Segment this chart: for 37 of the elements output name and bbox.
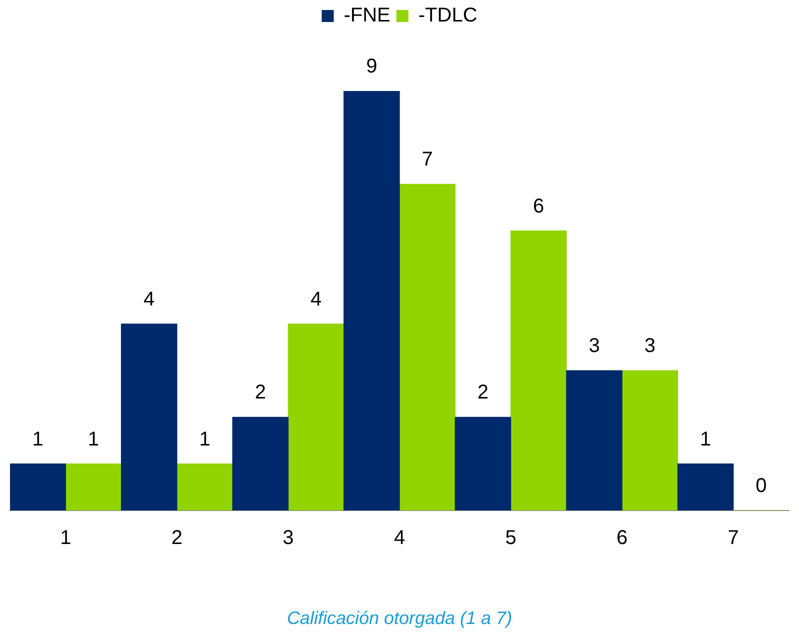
bar [65, 463, 122, 510]
legend-label: -FNE [344, 4, 390, 27]
x-tick-label: 7 [728, 526, 739, 549]
data-label: 4 [310, 288, 322, 311]
data-label: 1 [700, 428, 712, 450]
bar [344, 91, 400, 510]
data-label: 1 [32, 428, 44, 450]
data-label: 6 [533, 195, 544, 218]
x-tick-label: 2 [171, 526, 182, 549]
data-label: 3 [644, 335, 656, 358]
data-label: 0 [756, 474, 767, 497]
data-label: 7 [422, 148, 433, 171]
data-label: 2 [254, 382, 266, 404]
x-tick-label: 3 [282, 526, 294, 549]
x-tick-label: 5 [505, 526, 516, 549]
x-axis-title: Calificación otorgada (1 a 7) [286, 608, 512, 628]
data-label: 2 [477, 382, 489, 404]
bar [510, 230, 567, 510]
bar [622, 370, 678, 510]
data-label: 3 [588, 335, 600, 358]
bar [454, 416, 512, 510]
data-label: 4 [144, 288, 155, 311]
bar [288, 324, 344, 510]
x-tick-label: 4 [394, 526, 406, 549]
data-label: 1 [88, 428, 100, 450]
data-label: 1 [199, 428, 210, 450]
bar [399, 184, 456, 510]
legend-label: -TDLC [418, 4, 478, 27]
bar [232, 416, 289, 510]
bar [120, 324, 178, 510]
x-tick-label: 6 [616, 526, 628, 549]
data-label: 9 [366, 56, 378, 78]
x-tick-label: 1 [60, 526, 72, 549]
bar [176, 463, 233, 510]
bar [566, 370, 622, 510]
bar [10, 463, 66, 510]
bar [677, 463, 734, 510]
